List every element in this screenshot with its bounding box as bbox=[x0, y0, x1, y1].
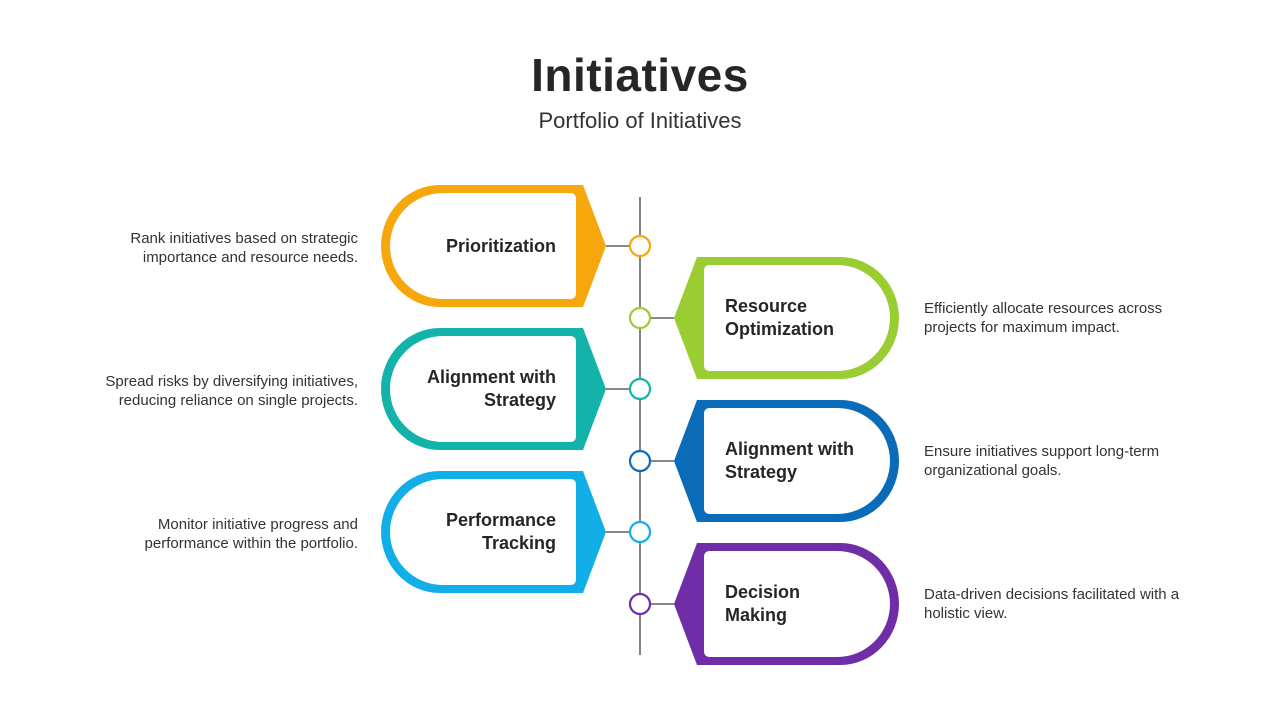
card-label-line2: Strategy bbox=[483, 390, 556, 410]
timeline-marker bbox=[628, 377, 652, 401]
card-label-alignment-right: Alignment with Strategy bbox=[725, 407, 895, 515]
page-title: Initiatives bbox=[531, 49, 749, 101]
timeline-marker bbox=[628, 520, 652, 544]
card-label-line2: Strategy bbox=[725, 462, 798, 482]
card-inner-decision-making bbox=[704, 551, 890, 657]
card-label-line1: Prioritization bbox=[445, 235, 556, 256]
card-inner-resource-optimization bbox=[704, 265, 890, 371]
description-performance-tracking: Monitor initiative progress and performa… bbox=[144, 516, 358, 552]
description-resource-optimization: Efficiently allocate resources across pr… bbox=[924, 300, 1163, 336]
card-label-line1: Decision bbox=[725, 582, 801, 602]
card-label-line1: Resource bbox=[725, 296, 808, 316]
card-label-line1: Alignment with bbox=[427, 367, 556, 387]
card-inner-prioritization bbox=[390, 193, 576, 299]
description-alignment-left: Spread risks by diversifying initiatives… bbox=[105, 373, 358, 409]
card-label-line1: Performance bbox=[445, 510, 556, 530]
card-inner-alignment-left bbox=[390, 336, 576, 442]
card-label-alignment-left: Alignment with Strategy bbox=[386, 335, 556, 443]
card-label-prioritization: Prioritization bbox=[386, 192, 556, 300]
card-label-line2: Tracking bbox=[481, 533, 556, 553]
card-label-line2: Making bbox=[725, 605, 788, 625]
card-inner-alignment-right bbox=[704, 408, 890, 514]
timeline-marker bbox=[628, 306, 652, 330]
card-label-resource-optimization: Resource Optimization bbox=[725, 264, 895, 372]
timeline-marker bbox=[628, 592, 652, 616]
page-subtitle: Portfolio of Initiatives bbox=[538, 108, 742, 133]
description-alignment-right: Ensure initiatives support long-term org… bbox=[924, 443, 1160, 479]
timeline-marker bbox=[628, 449, 652, 473]
timeline-marker bbox=[628, 234, 652, 258]
description-prioritization: Rank initiatives based on strategic impo… bbox=[130, 230, 358, 266]
card-label-performance-tracking: Performance Tracking bbox=[386, 478, 556, 586]
card-inner-performance-tracking bbox=[390, 479, 576, 585]
card-label-decision-making: Decision Making bbox=[725, 550, 895, 658]
card-label-line2: Optimization bbox=[725, 319, 834, 339]
card-label-line1: Alignment with bbox=[725, 439, 854, 459]
description-decision-making: Data-driven decisions facilitated with a… bbox=[924, 586, 1180, 622]
